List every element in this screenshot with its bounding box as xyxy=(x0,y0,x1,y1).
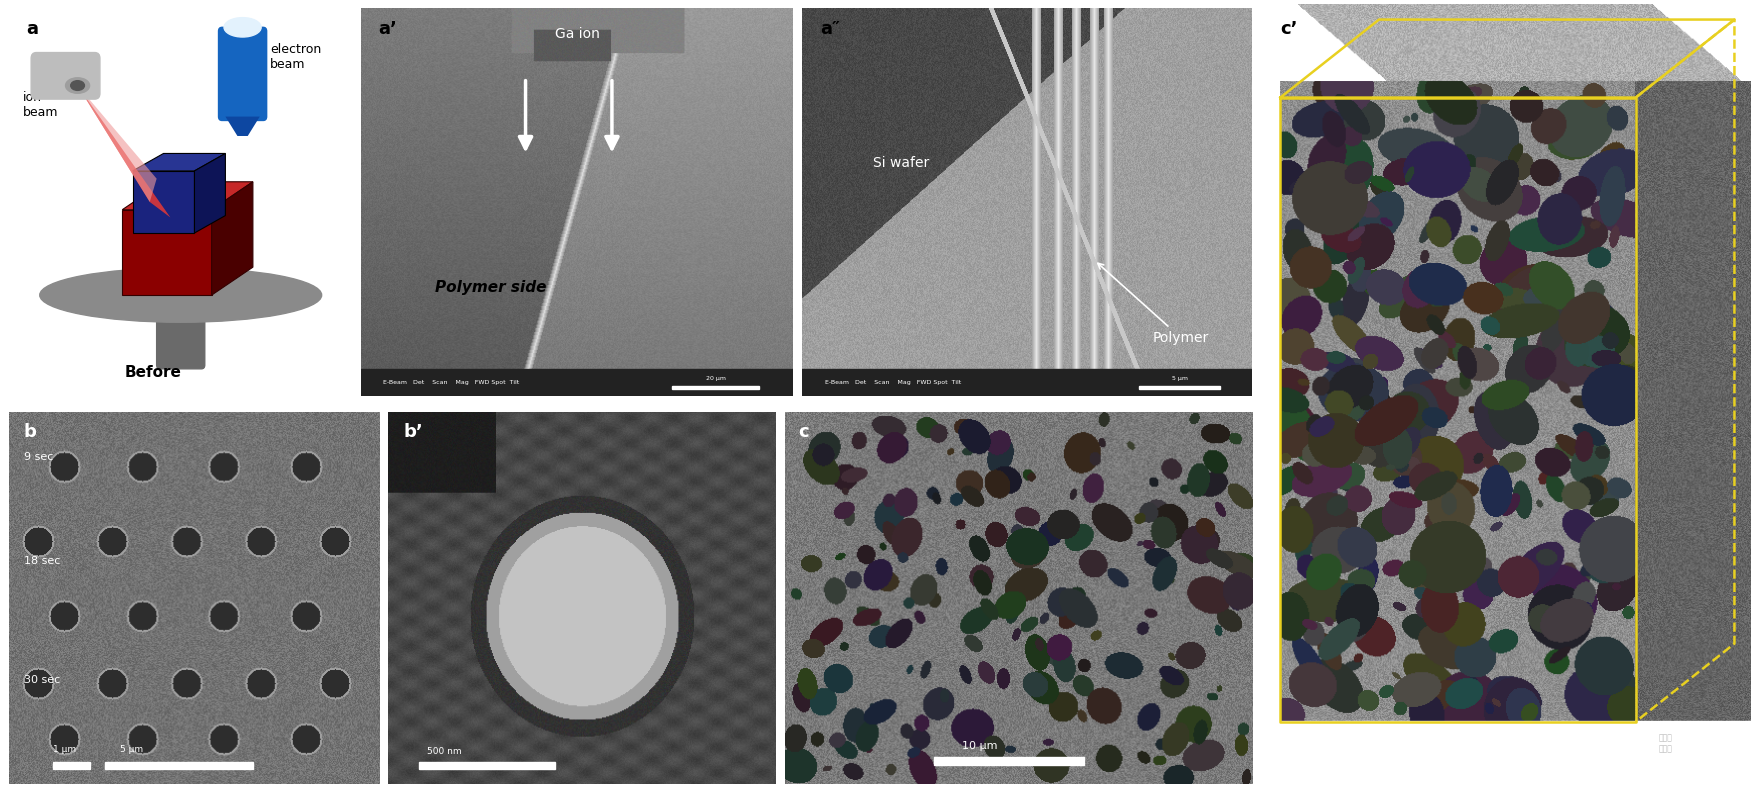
Text: 1 μm: 1 μm xyxy=(53,745,76,754)
Bar xyxy=(106,763,254,769)
Bar xyxy=(53,763,90,769)
Text: a’: a’ xyxy=(379,20,398,37)
Text: b’: b’ xyxy=(404,423,423,441)
Polygon shape xyxy=(122,182,252,210)
Text: a″: a″ xyxy=(820,20,841,37)
Bar xyxy=(361,369,793,396)
Text: 10 μm: 10 μm xyxy=(963,741,998,751)
Ellipse shape xyxy=(71,81,85,90)
Text: 5 μm: 5 μm xyxy=(1172,376,1188,381)
Text: Ga ion: Ga ion xyxy=(555,27,599,41)
Text: c: c xyxy=(799,423,809,441)
FancyBboxPatch shape xyxy=(32,52,100,99)
Polygon shape xyxy=(78,86,157,202)
Polygon shape xyxy=(132,154,226,171)
Polygon shape xyxy=(132,171,194,233)
Text: Si wafer: Si wafer xyxy=(873,156,929,170)
Polygon shape xyxy=(122,210,212,295)
Text: ion
beam: ion beam xyxy=(23,91,58,119)
Text: 18 sec: 18 sec xyxy=(23,556,60,565)
Bar xyxy=(934,757,1084,765)
FancyBboxPatch shape xyxy=(157,284,205,369)
Bar xyxy=(672,386,758,389)
Text: electron
beam: electron beam xyxy=(270,43,321,70)
Polygon shape xyxy=(194,154,226,233)
Polygon shape xyxy=(226,116,259,136)
Text: b: b xyxy=(23,423,37,441)
Text: E-Beam   Det    Scan    Mag   FWD Spot  Tilt: E-Beam Det Scan Mag FWD Spot Tilt xyxy=(825,380,961,385)
Text: Before: Before xyxy=(125,365,182,380)
Text: c’: c’ xyxy=(1280,20,1298,37)
Text: 高分子
表征研: 高分子 表征研 xyxy=(1659,733,1673,753)
Polygon shape xyxy=(78,86,171,218)
Text: Polymer: Polymer xyxy=(1098,263,1209,345)
FancyBboxPatch shape xyxy=(219,27,266,120)
Bar xyxy=(1139,386,1220,389)
Bar xyxy=(802,369,1252,396)
Ellipse shape xyxy=(224,17,261,37)
Text: 500 nm: 500 nm xyxy=(427,747,462,756)
Text: 30 sec: 30 sec xyxy=(23,675,60,685)
Ellipse shape xyxy=(65,78,90,93)
Text: a: a xyxy=(26,20,39,37)
Text: 5 μm: 5 μm xyxy=(120,745,143,754)
Text: 9 sec: 9 sec xyxy=(23,451,53,462)
Text: 20 μm: 20 μm xyxy=(705,376,726,381)
Text: Polymer side: Polymer side xyxy=(435,280,547,295)
Polygon shape xyxy=(212,182,252,295)
Ellipse shape xyxy=(41,268,321,322)
Text: E-Beam   Det    Scan    Mag   FWD Spot  Tilt: E-Beam Det Scan Mag FWD Spot Tilt xyxy=(383,380,520,385)
Bar xyxy=(420,763,555,769)
